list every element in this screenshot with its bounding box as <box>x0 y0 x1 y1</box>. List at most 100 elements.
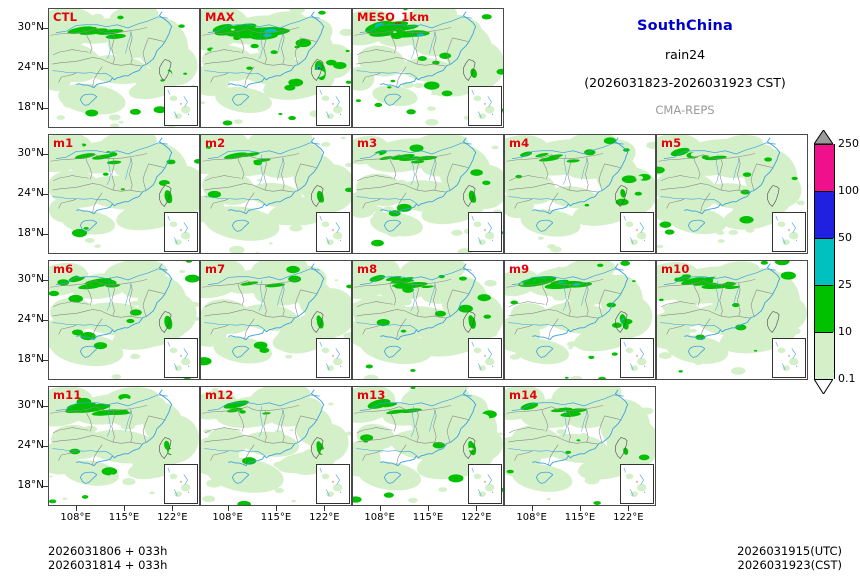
hainan-island <box>231 219 250 232</box>
x-tick-label: 115°E <box>260 512 292 523</box>
panel-label: m5 <box>661 136 682 150</box>
panel-label: m10 <box>661 262 690 276</box>
panel-label: m7 <box>205 262 226 276</box>
yangtze-river <box>207 394 320 411</box>
panel-label: m3 <box>357 136 378 150</box>
panel-m9[interactable]: m9 <box>504 260 656 380</box>
panel-meso_1km[interactable]: MESO_1km <box>352 8 504 128</box>
x-tick-mark <box>75 506 77 511</box>
coastline <box>380 389 477 467</box>
panel-label: CTL <box>53 10 78 24</box>
yangtze-river <box>511 394 624 411</box>
province-borders <box>354 27 470 87</box>
panel-label: m9 <box>509 262 530 276</box>
gan-river <box>581 283 588 306</box>
xiang-river <box>258 280 263 311</box>
panel-m13[interactable]: m13 <box>352 386 504 506</box>
hainan-island <box>687 345 706 358</box>
hainan-island <box>79 219 98 232</box>
panel-m12[interactable]: m12 <box>200 386 352 506</box>
panel-m7[interactable]: m7 <box>200 260 352 380</box>
pearl-river <box>356 196 417 205</box>
colorbar-label: 0.1 <box>838 372 856 385</box>
taiwan-island <box>159 59 172 82</box>
panel-m11[interactable]: m11 <box>48 386 200 506</box>
xiang-river <box>106 28 111 59</box>
colorbar[interactable]: 250 100 50 25 10 0.1 <box>814 130 859 394</box>
pearl-river <box>356 70 417 79</box>
region-title: SouthChina <box>636 18 734 34</box>
gan-river <box>429 157 436 180</box>
hainan-island <box>383 219 402 232</box>
coastline <box>532 263 629 341</box>
colorbar-label: 10 <box>838 325 852 338</box>
x-tick-mark <box>227 506 229 511</box>
coastline <box>76 11 173 89</box>
title-block: SouthChina rain24 (2026031823-2026031923… <box>530 18 840 117</box>
pearl-river <box>204 70 265 79</box>
x-tick-mark <box>476 506 478 511</box>
coastline <box>228 389 325 467</box>
south-china-sea-inset <box>316 212 350 252</box>
panel-m14[interactable]: m14 <box>504 386 656 506</box>
panel-m3[interactable]: m3 <box>352 134 504 254</box>
y-tick-label: 18°N <box>17 479 44 491</box>
panel-m8[interactable]: m8 <box>352 260 504 380</box>
pearl-river <box>204 322 265 331</box>
taiwan-island <box>463 311 476 334</box>
xiang-river <box>410 280 415 311</box>
init-time-line-1: 2026031806 + 033h <box>48 544 168 558</box>
precip-map <box>49 9 199 127</box>
variable-title: rain24 <box>664 47 706 62</box>
valid-period-text: (2026031823-2026031923 CST) <box>584 75 786 90</box>
precip-map <box>201 9 351 127</box>
x-tick-mark <box>276 506 277 511</box>
panel-m10[interactable]: m10 <box>656 260 808 380</box>
hainan-island <box>383 345 402 358</box>
model-name-text: CMA-REPS <box>655 103 715 117</box>
xiang-river <box>562 154 567 185</box>
hainan-island <box>383 471 402 484</box>
province-borders <box>50 279 166 339</box>
inset-map <box>165 339 197 377</box>
province-borders <box>658 153 774 213</box>
panel-m6[interactable]: m6 <box>48 260 200 380</box>
south-china-sea-inset <box>620 464 654 504</box>
province-borders <box>202 279 318 339</box>
panel-m4[interactable]: m4 <box>504 134 656 254</box>
colorbar-label: 250 <box>838 137 859 150</box>
colorbar-label: 100 <box>838 184 859 197</box>
xiang-river <box>562 280 567 311</box>
y-tick-label: 30°N <box>17 399 44 411</box>
precip-map <box>353 135 503 253</box>
inset-map <box>317 213 349 251</box>
valid-time-cst: 2026031923(CST) <box>737 558 843 572</box>
panel-label: MESO_1km <box>357 10 430 24</box>
taiwan-island <box>159 311 172 334</box>
south-china-sea-inset <box>164 338 198 378</box>
province-borders <box>202 27 318 87</box>
gan-river <box>125 283 132 306</box>
x-tick-label: 115°E <box>108 512 140 523</box>
taiwan-island <box>463 185 476 208</box>
south-china-sea-inset <box>316 86 350 126</box>
panel-max[interactable]: MAX <box>200 8 352 128</box>
panel-ctl[interactable]: CTL <box>48 8 200 128</box>
panel-m5[interactable]: m5 <box>656 134 808 254</box>
province-borders <box>506 153 622 213</box>
y-tick-label: 18°N <box>17 227 44 239</box>
hainan-island <box>79 93 98 106</box>
pearl-river <box>660 196 721 205</box>
hainan-island <box>535 345 554 358</box>
hainan-island <box>231 345 250 358</box>
panel-label: m13 <box>357 388 386 402</box>
inset-map <box>773 339 805 377</box>
south-china-sea-inset <box>316 338 350 378</box>
panel-m2[interactable]: m2 <box>200 134 352 254</box>
panel-m1[interactable]: m1 <box>48 134 200 254</box>
inset-map <box>317 87 349 125</box>
precip-field <box>201 135 351 253</box>
footer-init-times: 2026031806 + 033h 2026031814 + 033h <box>48 544 167 572</box>
xiang-river <box>562 406 567 437</box>
inset-map <box>317 465 349 503</box>
